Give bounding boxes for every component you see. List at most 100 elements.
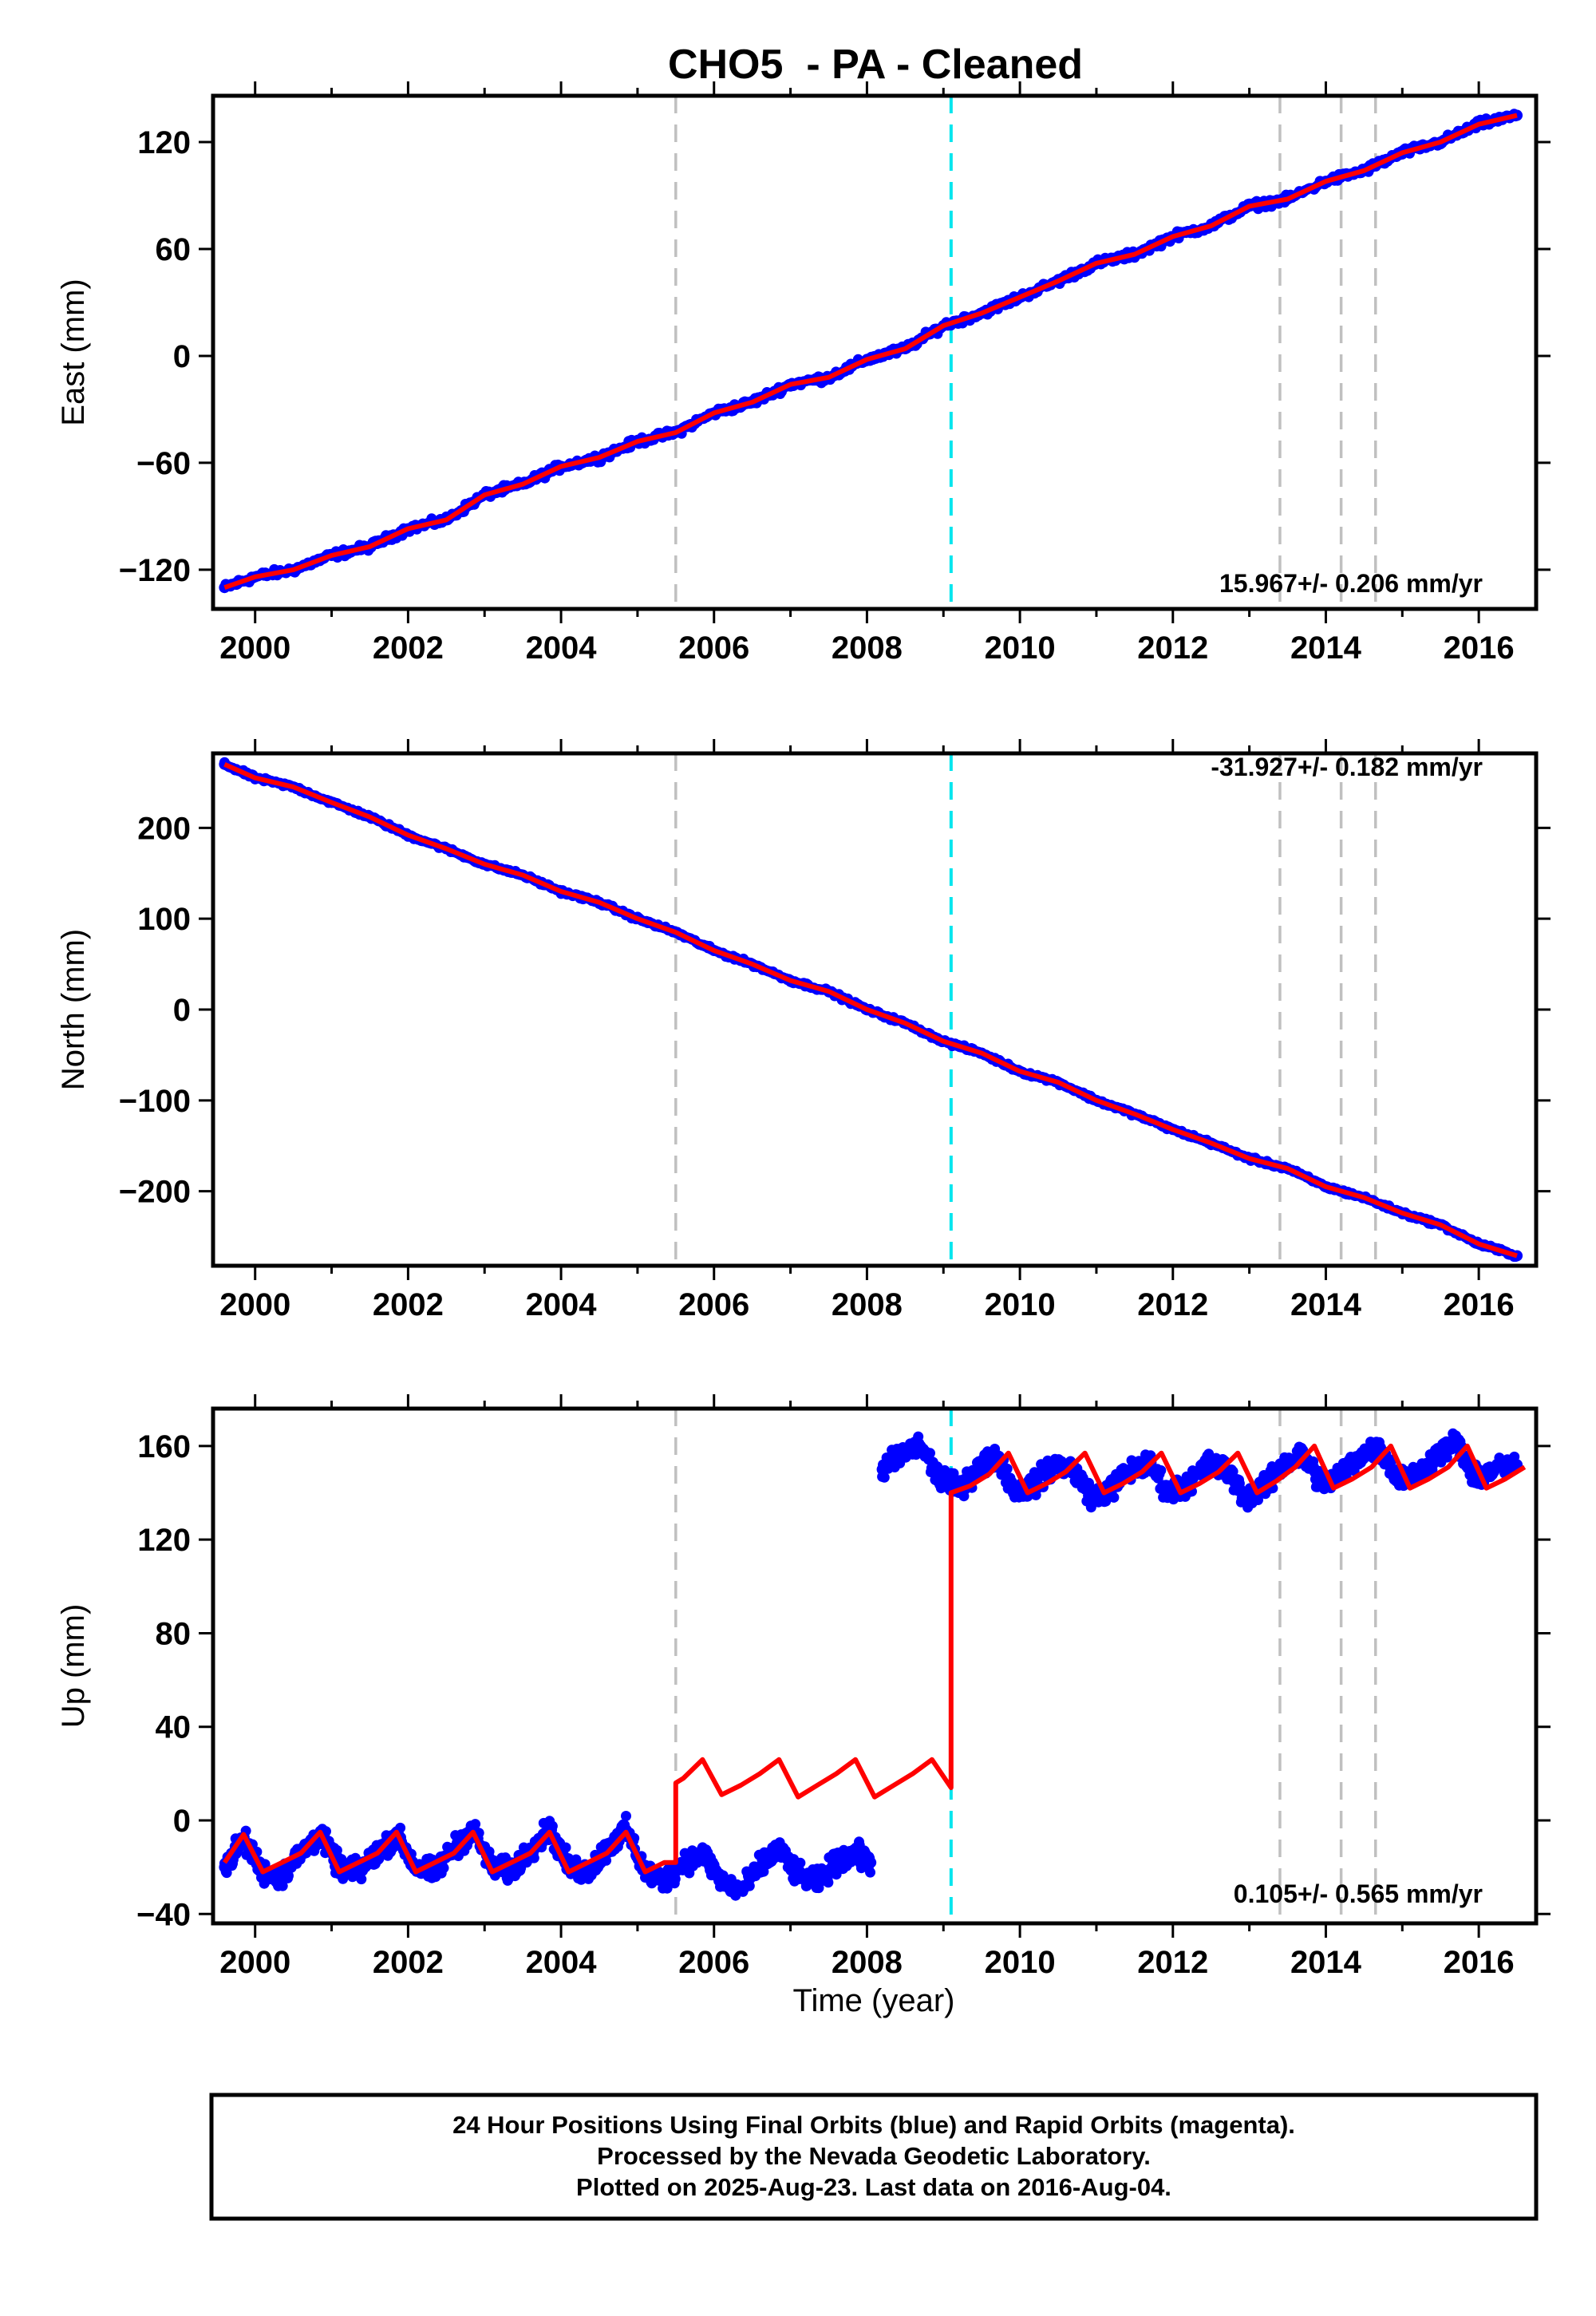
north-panel: 2000 2002 2004 2006 2008 2010 2012 2014 2016−200… (56, 739, 1551, 1322)
up-observation-point (697, 1848, 709, 1860)
up-observation-point (429, 1866, 440, 1878)
east-y-tick-label: −60 (136, 446, 191, 481)
footer-line-1: 24 Hour Positions Using Final Orbits (bl… (452, 2111, 1295, 2139)
up-observation-point (876, 1464, 888, 1476)
north-y-tick-label: 0 (173, 993, 191, 1028)
east-y-tick-label: −120 (119, 553, 191, 588)
up-observation-point (219, 1861, 231, 1873)
up-x-tick-label: 2010 (985, 1945, 1056, 1980)
east-x-tick-label: 2012 (1137, 630, 1208, 666)
up-y-tick-label: 160 (137, 1429, 191, 1464)
north-x-tick-label: 2010 (985, 1287, 1056, 1322)
figure-title: CHO5 - PA - Cleaned (668, 41, 1083, 88)
up-model-line (222, 1443, 1527, 1875)
east-x-tick-label: 2006 (678, 630, 749, 666)
east-y-axis-label: East (mm) (56, 279, 91, 425)
north-y-tick-label: 200 (137, 811, 191, 846)
east-frame (211, 93, 1539, 611)
up-x-tick-label: 2004 (526, 1945, 598, 1980)
up-observation-point (991, 1449, 1003, 1461)
east-panel: 2000 2002 2004 2006 2008 2010 2012 2014 2016 −120… (56, 81, 1551, 666)
up-y-axis-label: Up (mm) (56, 1604, 91, 1729)
up-plot-area (219, 1409, 1527, 1923)
up-x-tick-label: 2000 (219, 1945, 290, 1980)
up-observation-point (831, 1856, 843, 1868)
up-observation-cloud (219, 1428, 1522, 1901)
north-y-axis-label: North (mm) (56, 929, 91, 1090)
footer-box: 24 Hour Positions Using Final Orbits (bl… (209, 2093, 1539, 2221)
up-observation-point (582, 1866, 594, 1878)
up-x-axis-label: Time (year) (793, 1983, 955, 2018)
east-rate-annotation: 15.967+/- 0.206 mm/yr (1219, 569, 1483, 598)
up-y-tick-label: 80 (156, 1616, 192, 1651)
up-observation-point (1469, 1472, 1481, 1484)
up-panel: 2000 2002 2004 2006 2008 2010 2012 2014 2016 −40 0… (56, 1394, 1551, 2018)
up-y-tick-label: −40 (136, 1897, 191, 1932)
east-x-tick-label: 2008 (832, 630, 903, 666)
up-observation-point (865, 1856, 877, 1868)
up-observation-point (1354, 1449, 1366, 1461)
up-observation-point (1278, 1459, 1290, 1471)
east-model-line (223, 113, 1518, 591)
up-observation-point (773, 1843, 785, 1855)
up-observation-point (850, 1848, 862, 1860)
north-x-tick-label: 2012 (1137, 1287, 1208, 1322)
up-observation-point (353, 1866, 365, 1878)
up-observation-point (1239, 1492, 1251, 1504)
up-observation-point (1125, 1464, 1137, 1476)
north-rate-annotation: -31.927+/- 0.182 mm/yr (1211, 753, 1483, 781)
east-x-tick-label: 2014 (1290, 630, 1362, 666)
east-x-tick-label: 2002 (373, 630, 444, 666)
east-plot-area (219, 96, 1523, 609)
north-y-tick-label: 100 (137, 902, 191, 937)
up-x-tick-label: 2014 (1290, 1945, 1362, 1980)
up-x-tick-label: 2002 (373, 1945, 444, 1980)
up-x-tick-label: 2008 (832, 1945, 903, 1980)
north-x-tick-label: 2014 (1290, 1287, 1362, 1322)
north-model-line (223, 761, 1518, 1259)
up-observation-point (792, 1871, 804, 1883)
up-observation-point (276, 1871, 288, 1883)
up-observation-point (1316, 1477, 1328, 1489)
up-observation-point (1201, 1459, 1213, 1471)
up-observation-point (716, 1875, 728, 1887)
up-observation-point (1412, 1468, 1424, 1480)
east-x-tick-label: 2016 (1444, 630, 1515, 666)
east-y-tick-label: 120 (137, 125, 191, 160)
north-x-tick-label: 2008 (832, 1287, 903, 1322)
up-x-tick-label: 2006 (678, 1945, 749, 1980)
north-x-tick-label: 2016 (1444, 1287, 1515, 1322)
east-y-tick-label: 60 (156, 232, 192, 267)
north-x-tick-label: 2002 (373, 1287, 444, 1322)
up-observation-point (658, 1875, 670, 1887)
up-observation-point (1163, 1487, 1175, 1499)
up-observation-point (1373, 1440, 1385, 1452)
up-frame (211, 1406, 1539, 1926)
north-y-tick-label: −100 (119, 1084, 191, 1119)
east-x-tick-label: 2000 (219, 630, 290, 666)
north-x-tick-label: 2006 (678, 1287, 749, 1322)
east-x-tick-label: 2010 (985, 630, 1056, 666)
up-observation-point (972, 1464, 984, 1476)
up-y-tick-label: 40 (156, 1710, 192, 1745)
north-x-tick-label: 2004 (526, 1287, 598, 1322)
up-observation-point (1450, 1436, 1462, 1448)
up-observation-point (1488, 1464, 1500, 1476)
up-observation-point (1010, 1487, 1022, 1499)
up-x-tick-label: 2012 (1137, 1945, 1208, 1980)
east-y-tick-label: 0 (173, 339, 191, 374)
up-observation-point (1049, 1459, 1061, 1471)
footer-line-3: Plotted on 2025-Aug-23. Last data on 201… (576, 2173, 1171, 2201)
up-observation-point (895, 1449, 907, 1461)
up-observation-point (735, 1884, 747, 1896)
footer-line-2: Processed by the Nevada Geodetic Laborat… (597, 2142, 1151, 2170)
up-observation-point (1335, 1468, 1347, 1480)
footer-frame (209, 2093, 1539, 2221)
east-x-tick-label: 2004 (526, 630, 598, 666)
up-observation-point (754, 1861, 766, 1873)
up-observation-point (1431, 1449, 1443, 1461)
up-rate-annotation: 0.105+/- 0.565 mm/yr (1234, 1879, 1483, 1908)
up-x-tick-label: 2016 (1444, 1945, 1515, 1980)
up-observation-point (678, 1856, 689, 1868)
